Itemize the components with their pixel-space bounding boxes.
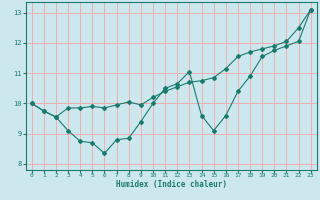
X-axis label: Humidex (Indice chaleur): Humidex (Indice chaleur)	[116, 180, 227, 189]
